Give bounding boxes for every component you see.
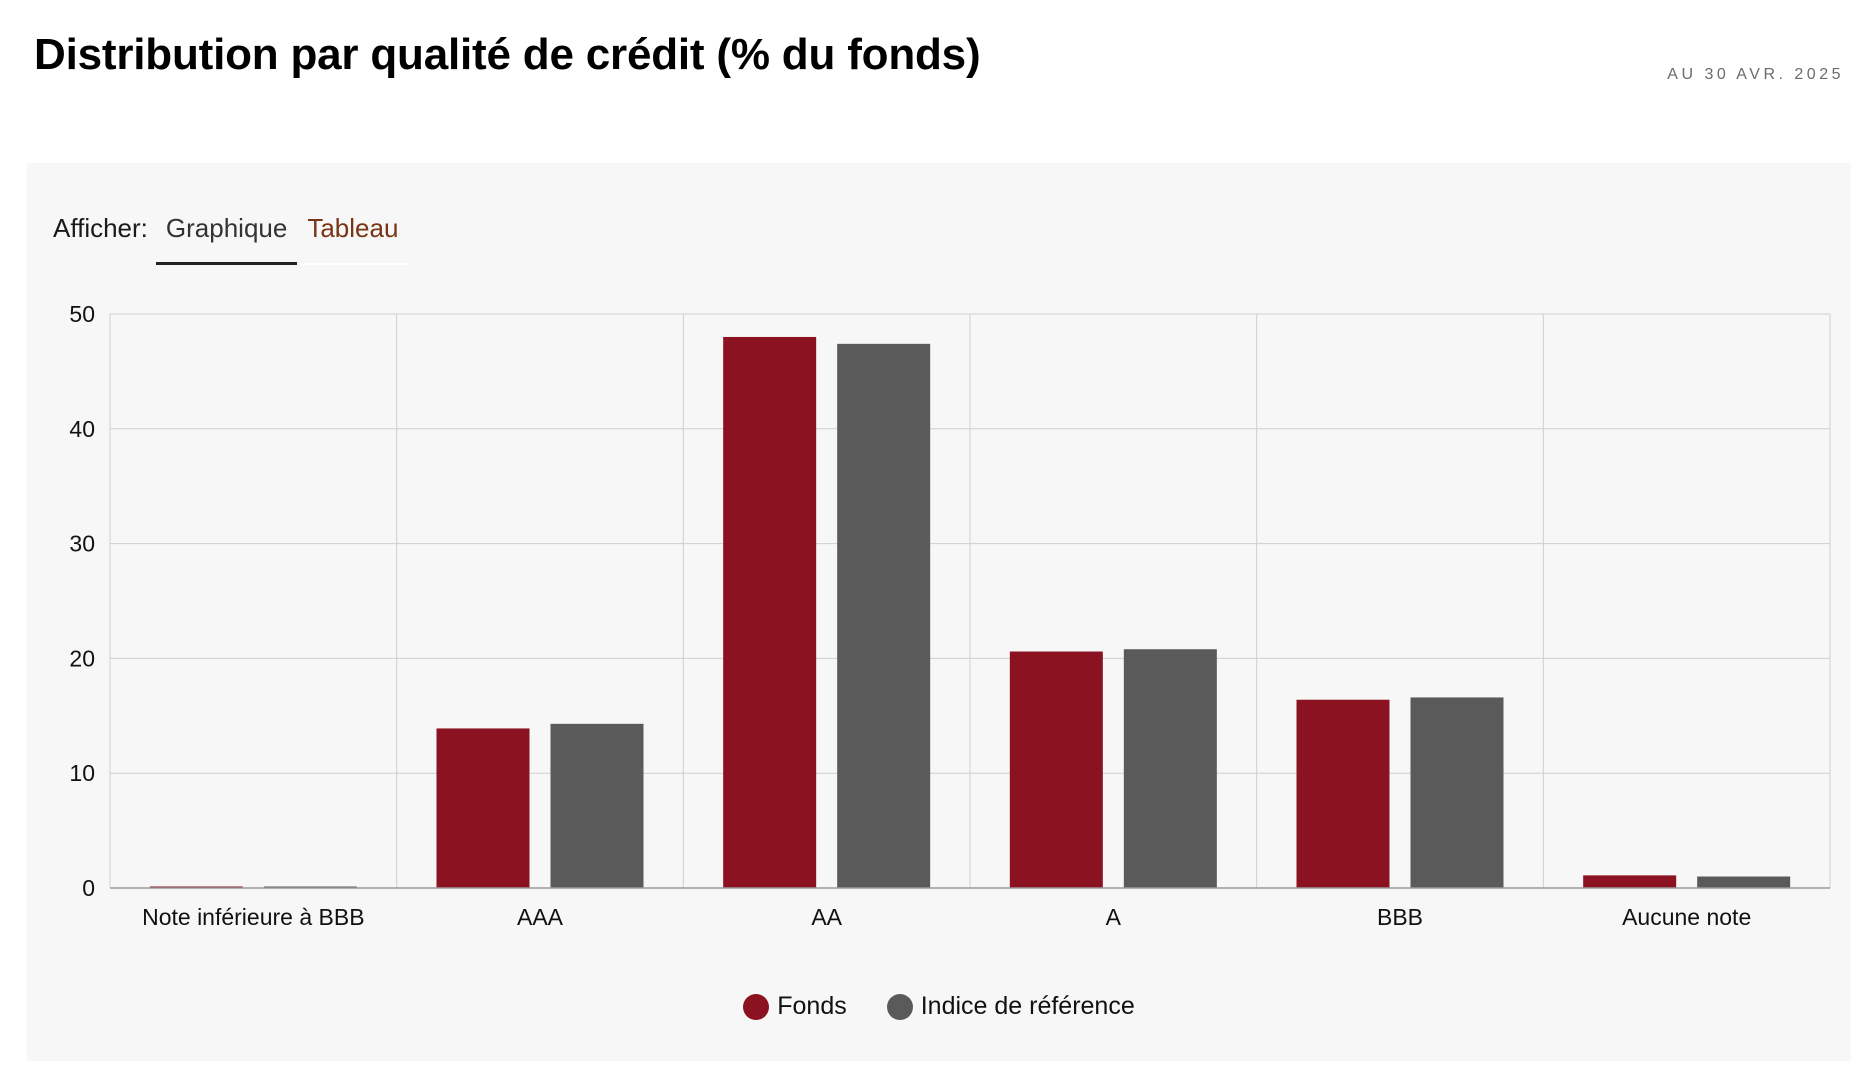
bar-fonds-3	[1009, 651, 1103, 888]
legend-swatch-indice	[886, 993, 913, 1020]
y-tick-label: 30	[69, 531, 95, 557]
x-tick-label: BBB	[1377, 904, 1423, 930]
y-tick-label: 20	[69, 645, 95, 671]
as-of-date: AU 30 AVR. 2025	[1667, 66, 1844, 83]
bar-fonds-5	[1583, 875, 1677, 888]
legend-item-indice[interactable]: Indice de référence	[886, 992, 1135, 1021]
y-tick-label: 50	[69, 301, 95, 327]
legend-label-indice: Indice de référence	[920, 992, 1135, 1020]
bar-indice-1	[550, 723, 644, 888]
tab-tableau[interactable]: Tableau	[297, 207, 409, 265]
bar-fonds-1	[436, 728, 530, 888]
bar-indice-2	[837, 343, 931, 888]
x-tick-label: Note inférieure à BBB	[142, 904, 364, 930]
y-tick-label: 0	[82, 875, 95, 901]
bar-indice-4	[1410, 697, 1504, 888]
x-tick-label: Aucune note	[1622, 904, 1751, 930]
view-switch-label: Afficher:	[53, 213, 148, 243]
bar-indice-5	[1697, 876, 1791, 888]
tab-graphique[interactable]: Graphique	[155, 207, 298, 265]
x-tick-label: AAA	[517, 904, 564, 930]
page-title: Distribution par qualité de crédit (% du…	[34, 30, 981, 79]
legend-item-fonds[interactable]: Fonds	[743, 992, 847, 1021]
y-tick-label: 40	[69, 416, 95, 442]
view-switch: Afficher: Graphique Tableau	[53, 207, 409, 273]
x-tick-label: AA	[811, 904, 842, 930]
y-tick-label: 10	[69, 760, 95, 786]
bar-indice-3	[1123, 649, 1217, 888]
chart-panel: Afficher: Graphique Tableau 0 10 20 30 40 50 N…	[27, 163, 1851, 1061]
legend-label-fonds: Fonds	[777, 992, 847, 1020]
bar-fonds-4	[1296, 699, 1390, 888]
x-tick-label: A	[1106, 904, 1122, 930]
legend-swatch-fonds	[743, 993, 770, 1020]
chart-legend: Fonds Indice de référence	[27, 992, 1851, 1021]
bar-fonds-2	[723, 336, 817, 888]
